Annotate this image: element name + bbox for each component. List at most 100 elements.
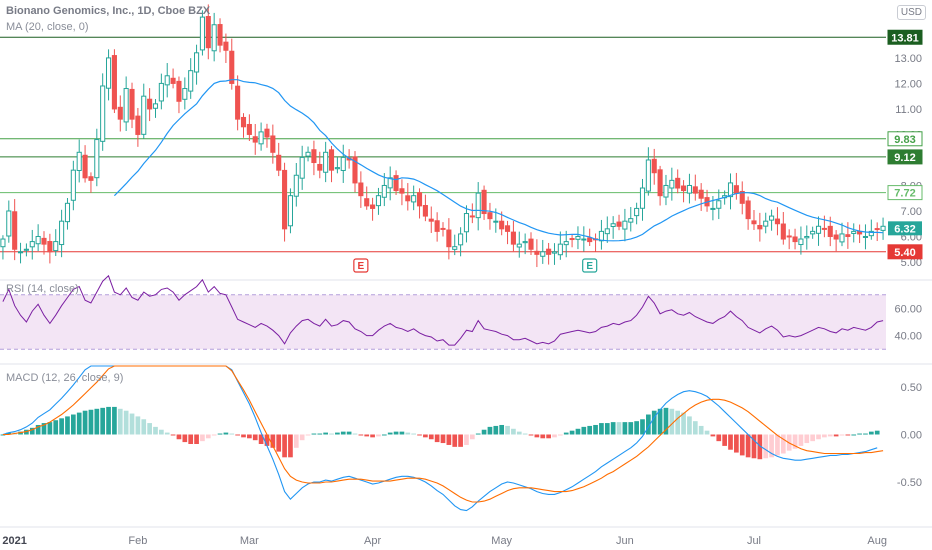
- macd-histogram-bar: [370, 434, 375, 438]
- candle-body: [264, 128, 270, 138]
- ma-line: [113, 79, 884, 242]
- candle-body: [739, 190, 745, 204]
- macd-histogram-bar: [270, 434, 276, 448]
- candle-body: [246, 123, 252, 135]
- macd-histogram-bar: [217, 433, 223, 435]
- macd-histogram-bar: [581, 426, 587, 435]
- time-tick-label: Apr: [364, 535, 381, 547]
- currency-button[interactable]: USD: [896, 5, 926, 20]
- candle-body: [557, 243, 563, 256]
- candle-body: [827, 225, 833, 237]
- macd-histogram-bar: [241, 434, 246, 438]
- macd-histogram-bar: [376, 434, 381, 437]
- macd-histogram-bar: [229, 433, 235, 435]
- price-level-label: 9.83: [894, 134, 915, 146]
- candle-body: [393, 175, 399, 192]
- candle-body: [487, 212, 493, 220]
- macd-histogram-bar: [610, 422, 616, 435]
- candle-body: [815, 225, 822, 234]
- macd-histogram-bar: [200, 434, 205, 442]
- macd-histogram-bar: [552, 434, 557, 438]
- macd-histogram-bar: [194, 434, 199, 444]
- candle-body: [458, 233, 464, 246]
- macd-histogram-bar: [827, 434, 833, 437]
- candle-body: [669, 179, 675, 189]
- macd-histogram-bar: [352, 433, 358, 435]
- macd-histogram-bar: [70, 414, 76, 435]
- macd-histogram-bar: [153, 426, 158, 435]
- macd-histogram-bar: [147, 423, 152, 435]
- candle-body: [194, 52, 200, 73]
- macd-histogram-bar: [745, 434, 751, 458]
- candle-body: [411, 195, 417, 203]
- candle-body: [170, 77, 176, 84]
- macd-histogram-bar: [475, 433, 481, 435]
- candle-body: [229, 50, 235, 84]
- candle-body: [528, 238, 534, 250]
- price-tick-label: 5.00: [901, 257, 922, 269]
- candle-body: [446, 229, 452, 248]
- candle-body: [205, 16, 211, 49]
- candle-body: [416, 192, 423, 207]
- macd-histogram-bar: [82, 410, 88, 435]
- macd-histogram-bar: [211, 434, 217, 436]
- time-tick-label: Feb: [128, 535, 147, 547]
- price-tick-label: 7.00: [901, 206, 922, 218]
- candle-body: [645, 159, 651, 192]
- candle-body: [604, 228, 610, 235]
- macd-histogram-bar: [757, 434, 763, 460]
- candle-body: [792, 236, 798, 243]
- macd-histogram-bar: [751, 434, 757, 459]
- candle-body: [364, 198, 370, 207]
- candle-body: [551, 251, 558, 254]
- candle-body: [774, 218, 781, 225]
- candle-body: [70, 169, 76, 201]
- chart-title: Bionano Genomics, Inc., 1D, Cboe BZX: [6, 5, 211, 17]
- macd-histogram-bar: [710, 434, 716, 437]
- macd-histogram-bar: [511, 428, 516, 435]
- macd-histogram-bar: [505, 425, 510, 435]
- candle-body: [851, 230, 857, 234]
- macd-histogram-bar: [522, 433, 528, 435]
- macd-histogram-bar: [164, 432, 170, 435]
- macd-histogram-bar: [446, 434, 452, 445]
- macd-histogram-bar: [822, 434, 827, 438]
- rsi-line: [2, 274, 884, 346]
- candle-body: [810, 230, 816, 235]
- candle-body: [540, 251, 546, 257]
- price-tick-label: 13.00: [894, 53, 922, 65]
- macd-histogram-bar: [651, 410, 657, 435]
- candle-body: [282, 169, 288, 230]
- price-level-tag: [887, 149, 923, 165]
- candle-body: [141, 95, 147, 135]
- macd-histogram-bar: [417, 434, 422, 436]
- candle-body: [41, 237, 47, 245]
- candle-body: [381, 184, 387, 198]
- candle-body: [299, 156, 305, 179]
- candle-body: [135, 115, 141, 135]
- candle-body: [405, 195, 411, 202]
- candle-body: [745, 200, 751, 220]
- macd-histogram-bar: [863, 433, 868, 435]
- macd-histogram-bar: [739, 434, 745, 456]
- candle-body: [428, 218, 434, 222]
- macd-histogram-bar: [804, 434, 810, 444]
- candle-body: [199, 16, 205, 51]
- candle-body: [821, 227, 827, 230]
- macd-histogram-bar: [516, 431, 522, 435]
- macd-histogram-bar: [434, 434, 440, 443]
- macd-histogram-bar: [857, 433, 862, 435]
- macd-histogram-bar: [868, 431, 874, 435]
- macd-histogram-bar: [493, 425, 499, 435]
- candle-body: [563, 241, 569, 246]
- macd-histogram-bar: [59, 418, 64, 435]
- macd-histogram-bar: [235, 434, 240, 436]
- candle-body: [657, 169, 663, 197]
- macd-histogram-bar: [53, 420, 59, 435]
- macd-histogram-bar: [698, 425, 704, 435]
- candle-body: [317, 163, 323, 171]
- candle-body: [510, 231, 516, 245]
- macd-histogram-bar: [29, 427, 35, 435]
- candle-body: [475, 192, 481, 219]
